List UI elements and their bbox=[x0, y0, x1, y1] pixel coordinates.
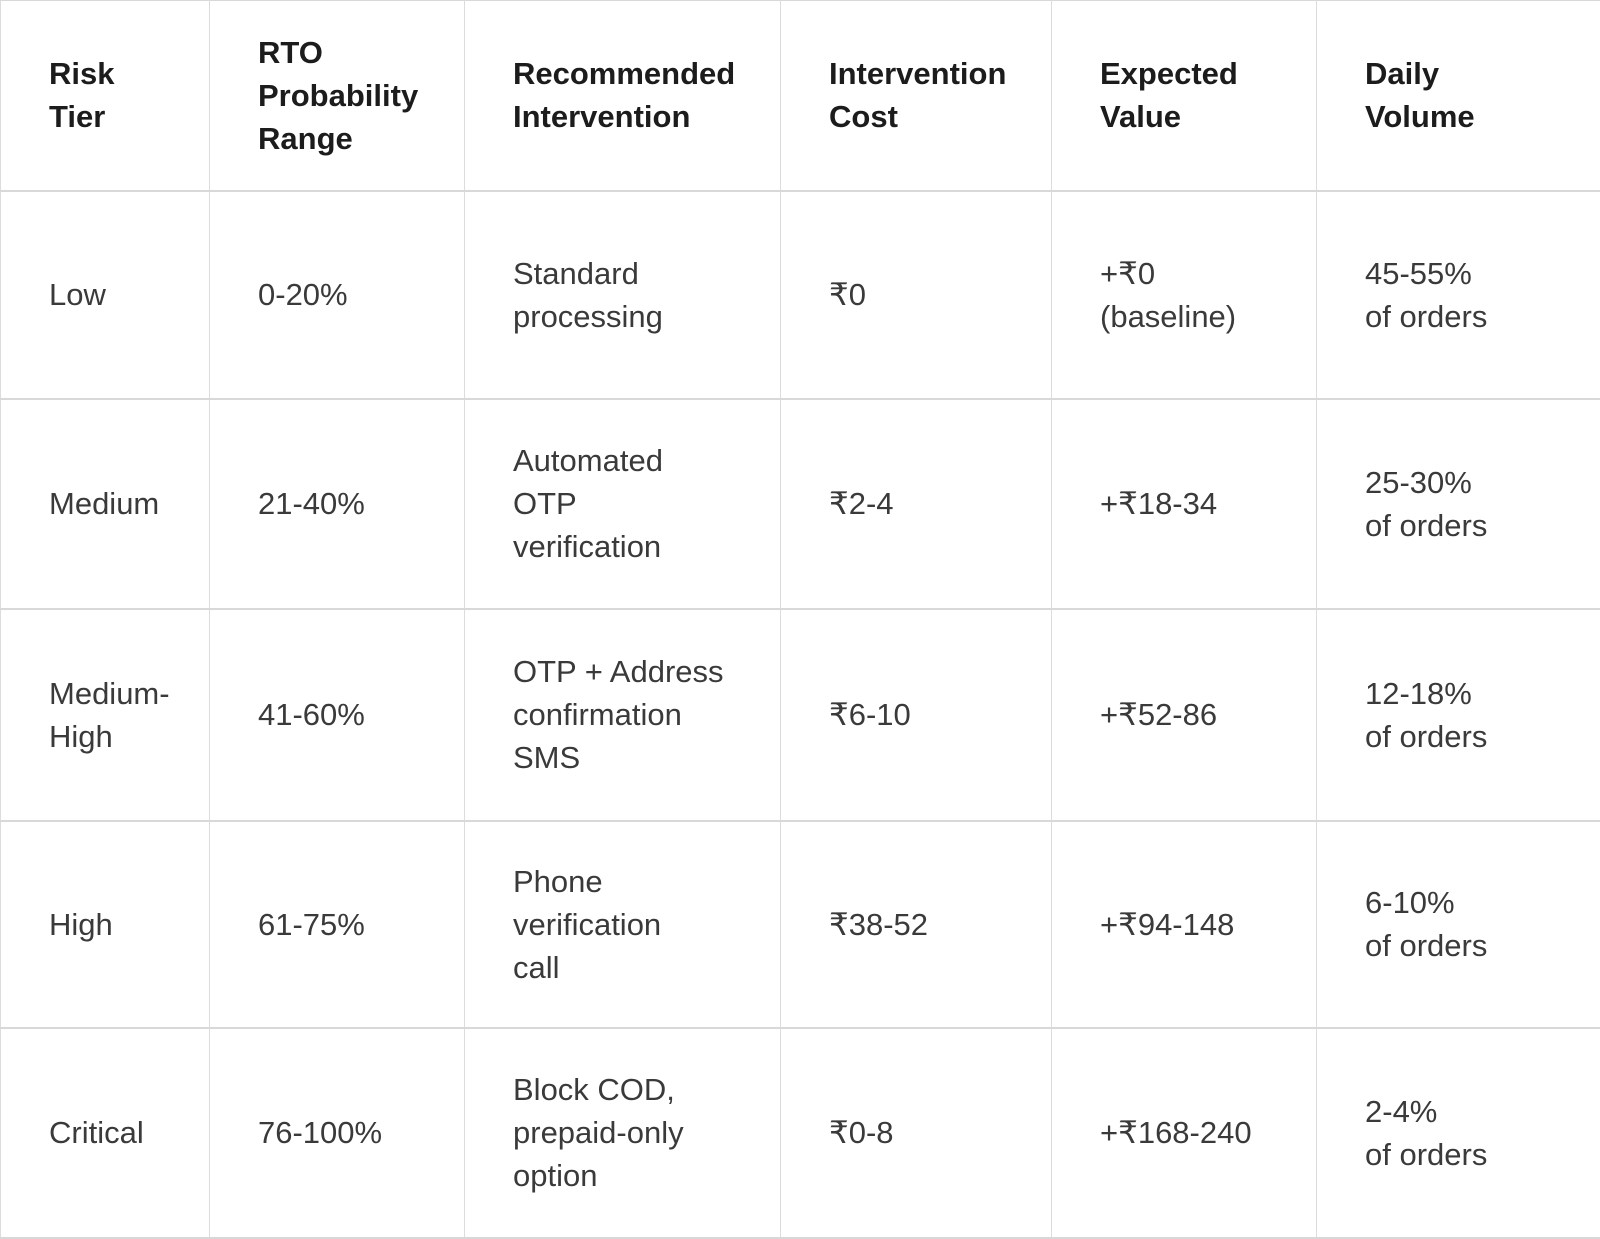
column-header-daily-volume: Daily Volume bbox=[1317, 1, 1600, 191]
cell-rto-probability-range: 0-20% bbox=[210, 191, 465, 399]
cell-risk-tier: Low bbox=[1, 191, 210, 399]
cell-daily-volume: 12-18% of orders bbox=[1317, 609, 1600, 821]
cell-expected-value: +₹18-34 bbox=[1052, 399, 1317, 609]
cell-rto-probability-range: 21-40% bbox=[210, 399, 465, 609]
cell-intervention-cost: ₹2-4 bbox=[781, 399, 1052, 609]
cell-expected-value: +₹168-240 bbox=[1052, 1028, 1317, 1238]
cell-recommended-intervention: Automated OTP verification bbox=[465, 399, 781, 609]
cell-risk-tier: Medium- High bbox=[1, 609, 210, 821]
table-row-medium-high: Medium- High 41-60% OTP + Address confir… bbox=[1, 609, 1600, 821]
cell-recommended-intervention: Phone verification call bbox=[465, 821, 781, 1028]
column-header-intervention-cost: Intervention Cost bbox=[781, 1, 1052, 191]
cell-daily-volume: 2-4% of orders bbox=[1317, 1028, 1600, 1238]
column-header-expected-value: Expected Value bbox=[1052, 1, 1317, 191]
cell-intervention-cost: ₹38-52 bbox=[781, 821, 1052, 1028]
cell-rto-probability-range: 76-100% bbox=[210, 1028, 465, 1238]
cell-recommended-intervention: OTP + Address confirmation SMS bbox=[465, 609, 781, 821]
cell-risk-tier: Medium bbox=[1, 399, 210, 609]
cell-recommended-intervention: Block COD, prepaid-only option bbox=[465, 1028, 781, 1238]
cell-expected-value: +₹52-86 bbox=[1052, 609, 1317, 821]
cell-expected-value: +₹0 (baseline) bbox=[1052, 191, 1317, 399]
cell-risk-tier: Critical bbox=[1, 1028, 210, 1238]
cell-risk-tier: High bbox=[1, 821, 210, 1028]
table-header-row: Risk Tier RTO Probability Range Recommen… bbox=[1, 1, 1600, 191]
cell-rto-probability-range: 61-75% bbox=[210, 821, 465, 1028]
cell-recommended-intervention: Standard processing bbox=[465, 191, 781, 399]
cell-intervention-cost: ₹0-8 bbox=[781, 1028, 1052, 1238]
table-row-low: Low 0-20% Standard processing ₹0 +₹0 (ba… bbox=[1, 191, 1600, 399]
column-header-rto-probability-range: RTO Probability Range bbox=[210, 1, 465, 191]
cell-intervention-cost: ₹6-10 bbox=[781, 609, 1052, 821]
column-header-risk-tier: Risk Tier bbox=[1, 1, 210, 191]
column-header-recommended-intervention: Recommended Intervention bbox=[465, 1, 781, 191]
cell-daily-volume: 6-10% of orders bbox=[1317, 821, 1600, 1028]
cell-daily-volume: 45-55% of orders bbox=[1317, 191, 1600, 399]
cell-intervention-cost: ₹0 bbox=[781, 191, 1052, 399]
table-row-critical: Critical 76-100% Block COD, prepaid-only… bbox=[1, 1028, 1600, 1238]
cell-rto-probability-range: 41-60% bbox=[210, 609, 465, 821]
table-row-medium: Medium 21-40% Automated OTP verification… bbox=[1, 399, 1600, 609]
table-row-high: High 61-75% Phone verification call ₹38-… bbox=[1, 821, 1600, 1028]
cell-expected-value: +₹94-148 bbox=[1052, 821, 1317, 1028]
cell-daily-volume: 25-30% of orders bbox=[1317, 399, 1600, 609]
